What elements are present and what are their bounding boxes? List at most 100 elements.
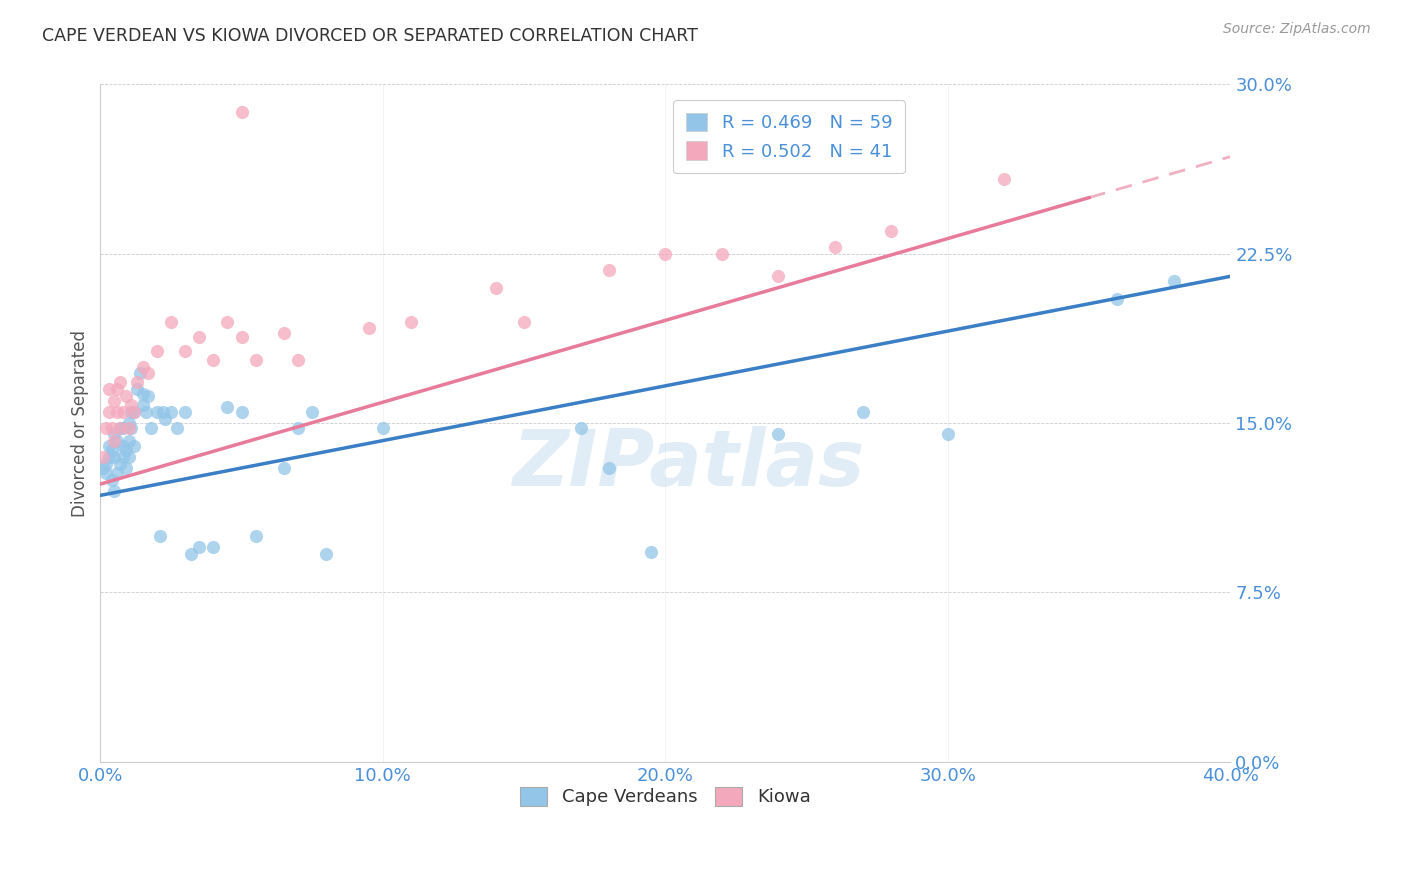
Point [117,416,139,430]
Point [1163,274,1185,288]
Point [936,427,959,442]
Point [132,386,155,401]
Point [141,420,163,434]
Point [146,343,169,358]
Point [97,439,120,453]
Point [485,280,508,294]
Point [97,382,120,396]
Point [160,405,183,419]
Point [160,314,183,328]
Point [880,224,903,238]
Point [824,240,846,254]
Point [105,382,128,396]
Point [125,382,148,396]
Point [640,545,662,559]
Point [202,541,225,555]
Point [399,314,422,328]
Point [138,389,160,403]
Point [91,450,114,464]
Point [94,457,117,471]
Point [188,330,211,344]
Point [94,420,117,434]
Point [217,401,239,415]
Point [111,420,134,434]
Point [231,405,253,419]
Point [166,420,188,434]
Point [129,367,152,381]
Point [149,529,172,543]
Point [273,326,295,340]
Point [100,443,122,458]
Point [1107,292,1129,306]
Point [117,420,139,434]
Point [100,473,122,487]
Legend: Cape Verdeans, Kiowa: Cape Verdeans, Kiowa [513,780,818,814]
Point [273,461,295,475]
Point [202,352,225,367]
Point [654,246,676,260]
Point [245,352,267,367]
Point [122,405,145,419]
Point [114,461,136,475]
Point [135,405,157,419]
Point [768,427,790,442]
Point [103,393,125,408]
Point [287,352,309,367]
Point [100,420,122,434]
Point [108,420,131,434]
Text: ZIPatlas: ZIPatlas [512,425,865,501]
Point [231,330,253,344]
Text: Source: ZipAtlas.com: Source: ZipAtlas.com [1223,22,1371,37]
Point [117,450,139,464]
Point [357,321,380,335]
Point [105,466,128,480]
Point [231,104,253,119]
Point [146,405,169,419]
Point [188,541,211,555]
Point [569,420,592,434]
Point [132,398,155,412]
Point [174,343,197,358]
Point [315,547,337,561]
Point [301,405,323,419]
Point [111,405,134,419]
Point [598,461,620,475]
Point [117,434,139,449]
Point [513,314,536,328]
Point [103,434,125,449]
Point [94,466,117,480]
Point [155,411,177,425]
Point [120,398,142,412]
Point [768,269,790,284]
Point [122,439,145,453]
Point [598,262,620,277]
Point [103,483,125,498]
Point [105,434,128,449]
Point [217,314,239,328]
Point [97,405,120,419]
Point [138,367,160,381]
Point [114,443,136,458]
Point [180,547,202,561]
Point [111,439,134,453]
Point [710,246,733,260]
Point [122,405,145,419]
Point [993,172,1015,186]
Point [114,389,136,403]
Point [103,427,125,442]
Point [245,529,267,543]
Point [132,359,155,374]
Point [108,376,131,390]
Point [91,461,114,475]
Point [111,450,134,464]
Point [120,420,142,434]
Point [105,405,128,419]
Point [371,420,394,434]
Point [125,376,148,390]
Text: CAPE VERDEAN VS KIOWA DIVORCED OR SEPARATED CORRELATION CHART: CAPE VERDEAN VS KIOWA DIVORCED OR SEPARA… [42,27,697,45]
Point [152,405,174,419]
Point [120,405,142,419]
Point [852,405,875,419]
Y-axis label: Divorced or Separated: Divorced or Separated [72,330,89,516]
Point [97,450,120,464]
